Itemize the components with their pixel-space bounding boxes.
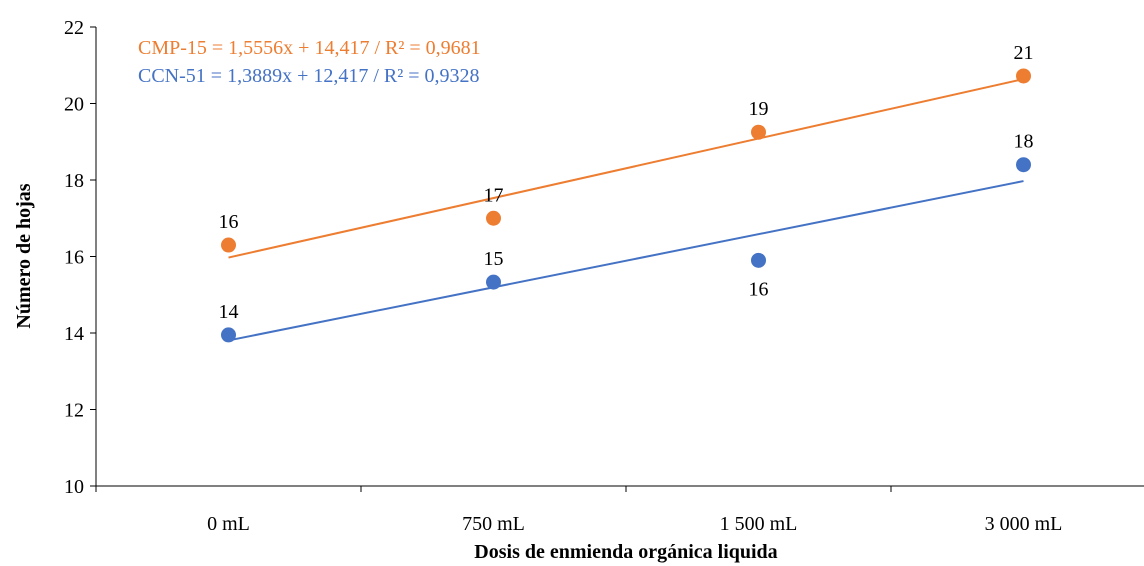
data-point-cmp-15 [486, 210, 501, 226]
equation-cmp-15: CMP-15 = 1,5556x + 14,417 / R² = 0,9681 [138, 37, 481, 59]
y-tick-label: 20 [64, 94, 84, 116]
equation-ccn-51: CCN-51 = 1,3889x + 12,417 / R² = 0,9328 [138, 65, 480, 87]
data-point-ccn-51 [221, 327, 236, 343]
data-label-cmp-15: 21 [1014, 42, 1034, 64]
x-tick-label: 3 000 mL [985, 513, 1063, 535]
trendlines [228, 78, 1024, 342]
trendline-equations: CMP-15 = 1,5556x + 14,417 / R² = 0,9681 C… [138, 37, 481, 87]
data-point-cmp-15 [221, 237, 236, 253]
x-tick-label: 750 mL [462, 513, 525, 535]
y-tick-label: 22 [64, 17, 84, 39]
y-tick-label: 10 [64, 476, 84, 498]
data-point-ccn-51 [1016, 157, 1031, 173]
data-label-ccn-51: 18 [1014, 131, 1034, 153]
data-point-cmp-15 [751, 124, 766, 140]
x-axis-title: Dosis de enmienda orgánica liquida [474, 541, 777, 563]
data-label-cmp-15: 19 [749, 98, 769, 120]
y-tick-label: 14 [64, 323, 84, 345]
axes: 10 12 14 16 18 20 22 0 mL 750 mL 1 500 mL 3 000 mL [64, 17, 1144, 535]
data-labels: 16 17 19 21 14 15 16 18 [219, 42, 1034, 323]
y-axis-title: Número de hojas [13, 183, 35, 328]
data-point-ccn-51 [486, 274, 501, 290]
data-label-cmp-15: 17 [484, 184, 504, 206]
data-label-ccn-51: 15 [484, 248, 504, 270]
y-tick-label: 18 [64, 170, 84, 192]
data-point-ccn-51 [751, 252, 766, 268]
y-tick-label: 16 [64, 247, 84, 269]
data-label-ccn-51: 14 [219, 301, 239, 323]
x-tick-label: 0 mL [207, 513, 250, 535]
trendline-ccn-51 [228, 180, 1024, 342]
data-points [221, 68, 1031, 343]
trendline-cmp-15 [228, 78, 1024, 259]
y-tick-label: 12 [64, 400, 84, 422]
data-point-cmp-15 [1016, 68, 1031, 84]
x-tick-label: 1 500 mL [720, 513, 798, 535]
data-label-ccn-51: 16 [749, 278, 769, 300]
data-label-cmp-15: 16 [219, 211, 239, 233]
